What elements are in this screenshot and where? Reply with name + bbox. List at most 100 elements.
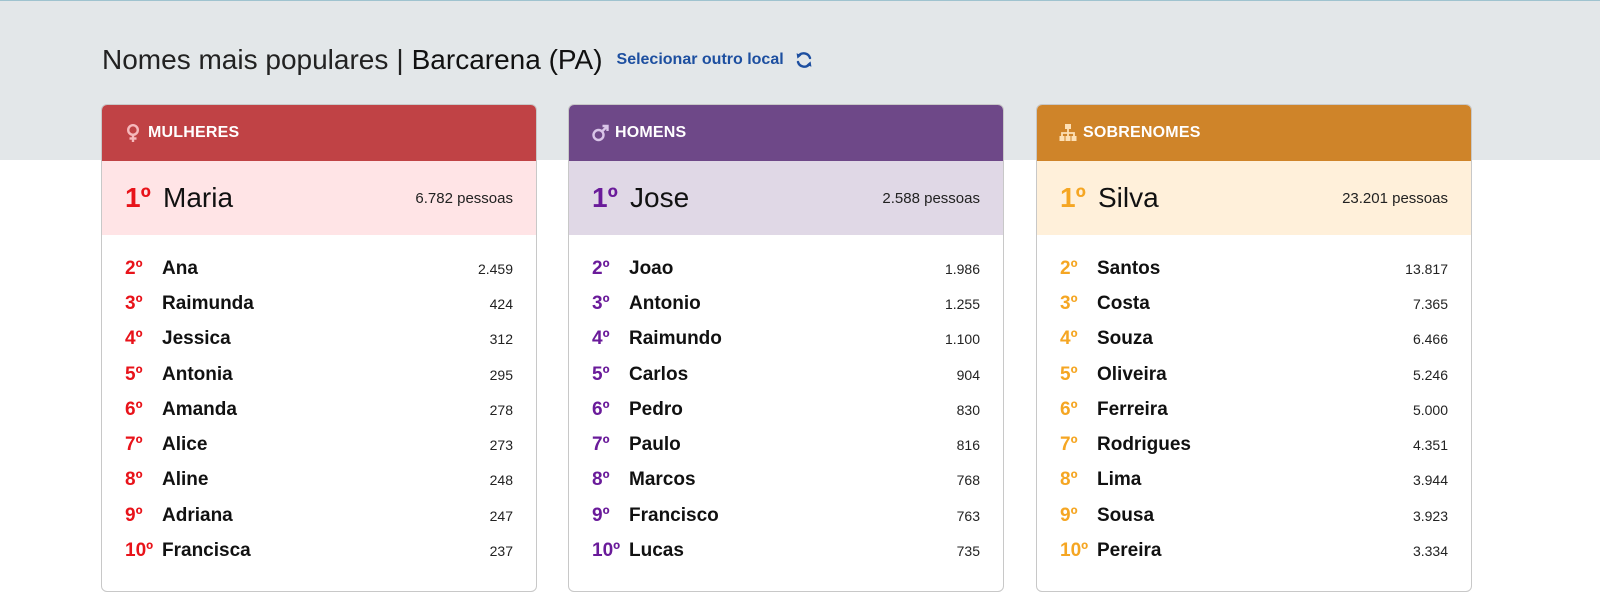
count: 247	[489, 507, 513, 524]
list-item: 6º Amanda 278	[102, 392, 536, 427]
count: 1.255	[944, 295, 980, 312]
count: 816	[956, 437, 980, 454]
count: 248	[489, 472, 513, 489]
count: 3.334	[1412, 543, 1448, 560]
name: Sousa	[1097, 504, 1155, 526]
top-count: 23.201 pessoas	[1342, 189, 1448, 207]
name: Lucas	[629, 540, 684, 562]
list-item: 10º Pereira 3.334	[1037, 533, 1471, 568]
name: Francisca	[162, 540, 251, 562]
rank: 10º	[592, 540, 621, 562]
name: Santos	[1097, 257, 1161, 279]
list-item: 6º Pedro 830	[569, 392, 1003, 427]
rank: 2º	[592, 257, 610, 279]
name: Aline	[162, 469, 209, 491]
list-item: 3º Antonio 1.255	[569, 286, 1003, 321]
top-name: Maria	[163, 182, 234, 213]
list-item: 9º Adriana 247	[102, 498, 536, 533]
men-names-card: HOMENS 1º Jose 2.588 pessoas 2º Joao 1.986…	[568, 104, 1004, 592]
rank: 8º	[1060, 469, 1078, 491]
rank: 8º	[125, 469, 143, 491]
women-top-name-row: 1º Maria 6.782 pessoas	[102, 161, 536, 235]
list-item: 8º Marcos 768	[569, 463, 1003, 498]
count: 830	[956, 401, 980, 418]
list-item: 3º Raimunda 424	[102, 286, 536, 321]
count: 13.817	[1405, 260, 1448, 277]
list-item: 10º Francisca 237	[102, 533, 536, 568]
count: 3.944	[1412, 472, 1448, 489]
list-item: 5º Antonia 295	[102, 357, 536, 392]
women-names-card: MULHERES 1º Maria 6.782 pessoas 2º Ana 2.4…	[101, 104, 537, 592]
rank: 4º	[1060, 328, 1078, 350]
name: Carlos	[629, 363, 689, 385]
name: Oliveira	[1097, 363, 1167, 385]
rank: 1º	[1060, 182, 1086, 213]
rank: 2º	[1060, 257, 1078, 279]
name: Pereira	[1097, 540, 1162, 562]
count: 295	[489, 366, 513, 383]
name: Raimunda	[162, 292, 254, 314]
name: Costa	[1097, 292, 1150, 314]
page-header: Nomes mais populares | Barcarena (PA) Se…	[102, 40, 814, 80]
male-icon	[591, 123, 609, 143]
name: Francisco	[629, 504, 719, 526]
list-item: 4º Raimundo 1.100	[569, 322, 1003, 357]
location-name: Barcarena (PA)	[411, 44, 603, 75]
rank: 3º	[592, 292, 610, 314]
rank: 7º	[592, 434, 610, 456]
list-item: 8º Lima 3.944	[1037, 463, 1471, 498]
rank: 9º	[1060, 504, 1078, 526]
rank: 4º	[592, 328, 610, 350]
list-item: 9º Francisco 763	[569, 498, 1003, 533]
top-count: 2.588 pessoas	[882, 189, 980, 207]
name: Ferreira	[1097, 398, 1168, 420]
page-title: Nomes mais populares	[102, 44, 389, 75]
list-item: 4º Souza 6.466	[1037, 322, 1471, 357]
surnames-card: SOBRENOMES 1º Silva 23.201 pessoas 2º San…	[1036, 104, 1472, 592]
rank: 7º	[1060, 434, 1078, 456]
name: Joao	[629, 257, 674, 279]
count: 1.100	[944, 331, 980, 348]
name: Amanda	[162, 398, 237, 420]
count: 312	[489, 331, 513, 348]
list-item: 3º Costa 7.365	[1037, 286, 1471, 321]
name: Souza	[1097, 328, 1153, 350]
rank: 4º	[125, 328, 143, 350]
count: 768	[956, 472, 980, 489]
rank: 6º	[125, 398, 143, 420]
count: 5.000	[1412, 401, 1448, 418]
name: Rodrigues	[1097, 434, 1191, 456]
rank: 9º	[125, 504, 143, 526]
list-item: 10º Lucas 735	[569, 533, 1003, 568]
surnames-top-row: 1º Silva 23.201 pessoas	[1037, 161, 1471, 235]
list-item: 2º Joao 1.986	[569, 251, 1003, 286]
men-top-name-row: 1º Jose 2.588 pessoas	[569, 161, 1003, 235]
select-location-link[interactable]: Selecionar outro local	[617, 50, 814, 70]
top-name: Jose	[630, 182, 690, 213]
list-item: 6º Ferreira 5.000	[1037, 392, 1471, 427]
women-names-list: 2º Ana 2.459 3º Raimunda 424 4º Jessica 312 5º Ant…	[102, 235, 536, 569]
men-card-title: HOMENS	[615, 124, 687, 141]
name: Paulo	[629, 434, 681, 456]
list-item: 9º Sousa 3.923	[1037, 498, 1471, 533]
men-card-header: HOMENS	[569, 105, 1003, 161]
list-item: 5º Carlos 904	[569, 357, 1003, 392]
count: 6.466	[1412, 331, 1448, 348]
list-item: 5º Oliveira 5.246	[1037, 357, 1471, 392]
top-name: Silva	[1098, 182, 1159, 213]
women-card-title: MULHERES	[148, 124, 240, 141]
surnames-card-header: SOBRENOMES	[1037, 105, 1471, 161]
list-item: 4º Jessica 312	[102, 322, 536, 357]
name: Antonio	[629, 292, 701, 314]
female-icon	[124, 123, 142, 143]
count: 273	[489, 437, 513, 454]
list-item: 8º Aline 248	[102, 463, 536, 498]
count: 3.923	[1412, 507, 1448, 524]
list-item: 7º Alice 273	[102, 427, 536, 462]
count: 5.246	[1412, 366, 1448, 383]
rank: 5º	[125, 363, 143, 385]
count: 2.459	[477, 260, 513, 277]
name: Raimundo	[629, 328, 722, 350]
count: 763	[956, 507, 980, 524]
count: 7.365	[1412, 295, 1448, 312]
